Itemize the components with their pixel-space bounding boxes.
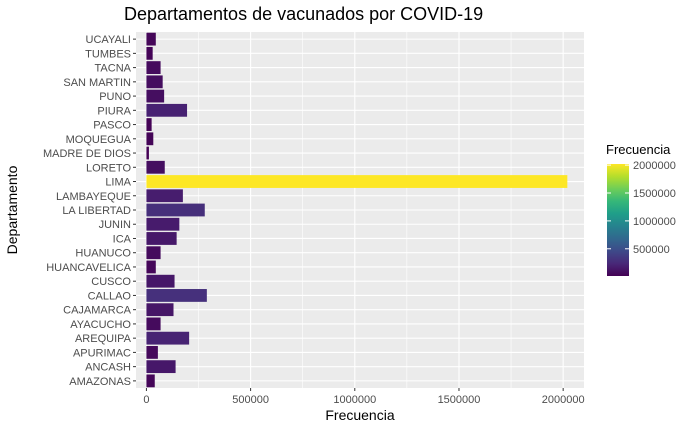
chart-title: Departamentos de vacunados por COVID-19 — [124, 4, 483, 24]
bar-amazonas — [146, 374, 155, 388]
y-tick-label: JUNIN — [99, 219, 131, 231]
y-tick-label: APURIMAC — [73, 347, 131, 359]
y-tick-label: PUNO — [99, 91, 131, 103]
bar-ayacucho — [146, 317, 161, 331]
y-tick-label: LA LIBERTAD — [62, 205, 131, 217]
y-tick-label: ANCASH — [85, 362, 131, 374]
grid-lines — [136, 32, 584, 388]
bar-apurimac — [146, 345, 158, 359]
legend-title: Frecuencia — [606, 142, 671, 157]
x-tick-label: 1000000 — [333, 394, 376, 406]
y-tick-label: MADRE DE DIOS — [43, 148, 131, 160]
legend-label: 2000000 — [633, 160, 676, 172]
x-axis: 0 500000 1000000 1500000 2000000 — [143, 388, 585, 406]
bar-callao — [146, 289, 207, 302]
bar-san-martin — [146, 75, 163, 89]
x-tick-label: 500000 — [232, 394, 269, 406]
y-tick-label: CUSCO — [91, 276, 131, 288]
bar-la-libertad — [146, 203, 205, 217]
y-tick-label: LIMA — [105, 177, 131, 189]
y-tick-label: MOQUEGUA — [66, 134, 132, 146]
bar-moquegua — [146, 132, 154, 146]
legend-ticks: 500000 1000000 1500000 2000000 — [607, 160, 676, 256]
bar-tacna — [146, 61, 161, 75]
bar-puno — [146, 89, 165, 103]
bar-ancash — [146, 360, 176, 374]
y-tick-label: CAJAMARCA — [63, 305, 132, 317]
bar-madre-de-dios — [146, 146, 149, 160]
y-tick-label: ICA — [113, 233, 132, 245]
y-tick-label: PIURA — [97, 105, 131, 117]
x-tick-label: 0 — [143, 394, 149, 406]
y-tick-label: AYACUCHO — [70, 319, 131, 331]
y-tick-label: LAMBAYEQUE — [56, 191, 131, 203]
y-tick-label: TACNA — [95, 63, 132, 75]
bar-loreto — [146, 160, 165, 174]
y-tick-label: TUMBES — [85, 48, 131, 60]
y-tick-label: SAN MARTIN — [63, 77, 131, 89]
x-tick-label: 2000000 — [542, 394, 585, 406]
legend-label: 500000 — [633, 244, 670, 256]
legend-label: 1000000 — [633, 216, 676, 228]
y-tick-label: LORETO — [86, 162, 131, 174]
bar-cajamarca — [146, 303, 174, 317]
legend-colorbar — [607, 164, 629, 276]
bar-junin — [146, 217, 180, 231]
bar-ica — [146, 232, 177, 245]
y-tick-label: HUANCAVELICA — [46, 262, 131, 274]
y-tick-label: UCAYALI — [86, 34, 131, 46]
x-tick-label: 1500000 — [438, 394, 481, 406]
y-tick-label: CALLAO — [88, 290, 132, 302]
y-tick-label: AREQUIPA — [75, 333, 132, 345]
y-axis: AMAZONAS ANCASH APURIMAC AREQUIPA AYACUCHO CA… — [43, 34, 136, 388]
bar-huanuco — [146, 246, 161, 260]
bar-lima — [146, 175, 568, 188]
y-tick-label: PASCO — [93, 120, 131, 132]
legend-label: 1500000 — [633, 188, 676, 200]
y-tick-label: HUANUCO — [75, 248, 131, 260]
bar-huancavelica — [146, 260, 156, 274]
bar-arequipa — [146, 331, 190, 345]
x-axis-title: Frecuencia — [325, 407, 394, 423]
y-axis-title: Departamento — [4, 165, 20, 254]
bar-pasco — [146, 118, 152, 131]
legend: Frecuencia 500000 1000000 1500000 2000000 — [606, 142, 676, 276]
y-tick-label: AMAZONAS — [69, 376, 131, 388]
bar-tumbes — [146, 46, 153, 60]
bar-lambayeque — [146, 189, 183, 203]
bar-ucayali — [146, 32, 156, 46]
bar-cusco — [146, 274, 175, 288]
bars — [146, 32, 568, 388]
bar-piura — [146, 103, 188, 117]
